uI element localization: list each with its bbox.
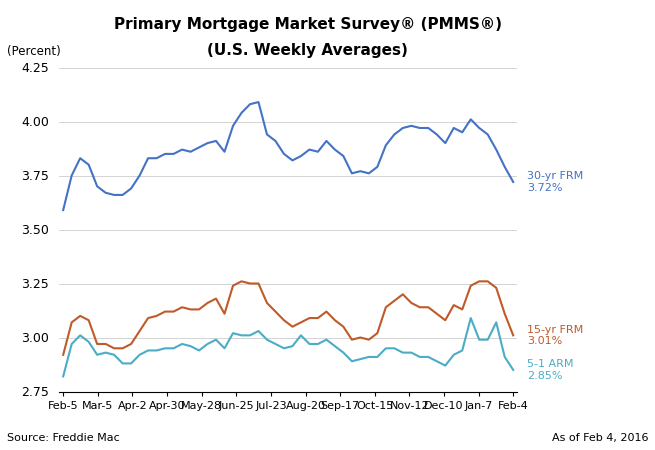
Text: As of Feb 4, 2016: As of Feb 4, 2016 bbox=[552, 433, 648, 443]
Text: Source: Freddie Mac: Source: Freddie Mac bbox=[7, 433, 119, 443]
Text: 30-yr FRM
3.72%: 30-yr FRM 3.72% bbox=[527, 171, 584, 193]
Text: (Percent): (Percent) bbox=[7, 45, 60, 58]
Text: 5-1 ARM
2.85%: 5-1 ARM 2.85% bbox=[527, 359, 574, 381]
Text: Primary Mortgage Market Survey® (PMMS®): Primary Mortgage Market Survey® (PMMS®) bbox=[114, 17, 502, 32]
Text: (U.S. Weekly Averages): (U.S. Weekly Averages) bbox=[208, 44, 408, 58]
Text: 15-yr FRM
3.01%: 15-yr FRM 3.01% bbox=[527, 324, 584, 346]
